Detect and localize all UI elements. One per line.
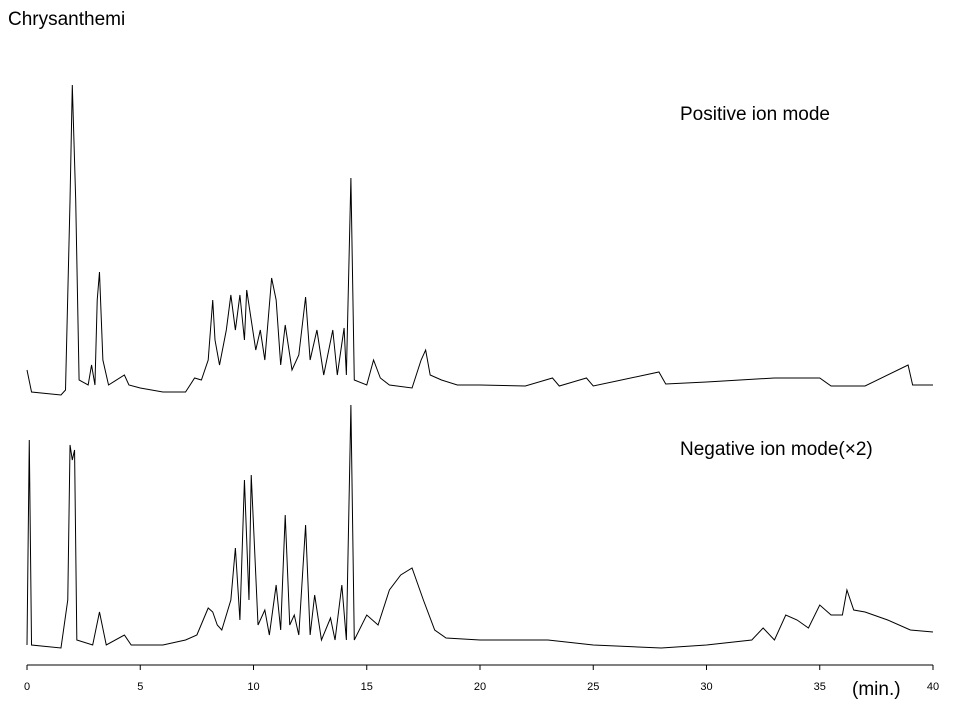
- x-tick-label: 5: [137, 681, 143, 693]
- x-tick-label: 25: [587, 681, 599, 693]
- x-tick-label: 40: [927, 681, 939, 693]
- x-tick-label: 15: [361, 681, 373, 693]
- chromatogram-line: [26, 84, 933, 396]
- x-tick-label: 0: [24, 681, 30, 693]
- chart-title: Chrysanthemi: [8, 9, 125, 30]
- x-axis-label: (min.): [852, 679, 901, 700]
- x-tick-label: 20: [474, 681, 486, 693]
- x-tick-label: 35: [814, 681, 826, 693]
- series-label: Positive ion mode: [680, 104, 830, 125]
- series-label: Negative ion mode(×2): [680, 439, 873, 460]
- x-tick-label: 30: [700, 681, 712, 693]
- x-tick-label: 10: [247, 681, 259, 693]
- chromatogram-line: [26, 404, 934, 649]
